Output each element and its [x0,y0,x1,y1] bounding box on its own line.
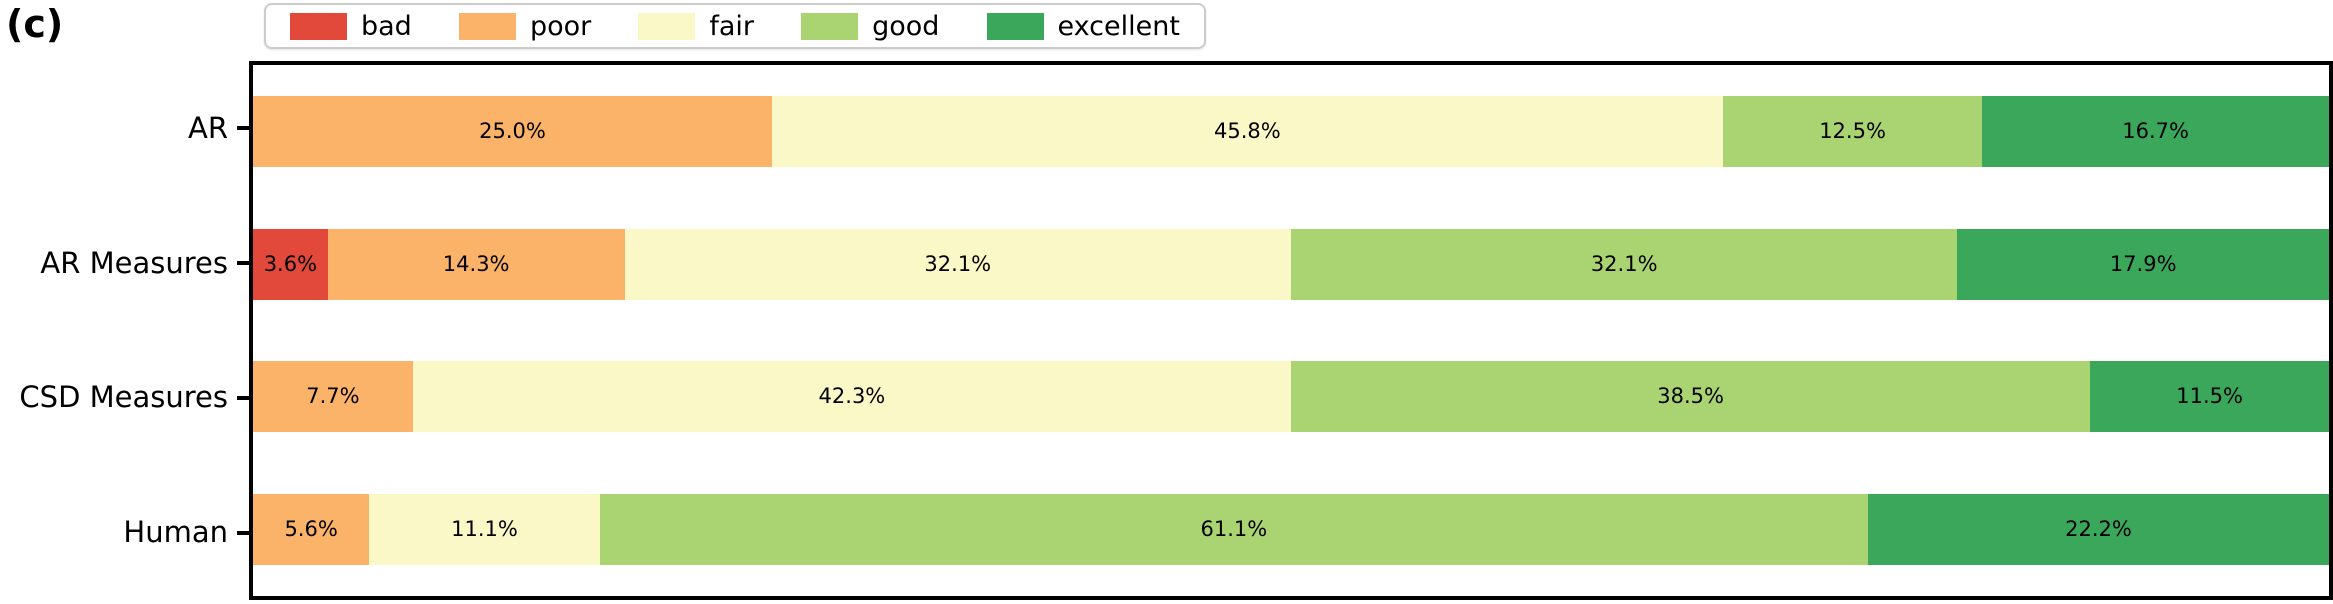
y-tick-mark [237,395,249,400]
y-tick-mark [237,530,249,535]
bar-segment-fair: 11.1% [369,494,600,566]
bar-row-ar: 25.0% 45.8% 12.5% 16.7% [253,95,2329,167]
bar-segment-bad: 3.6% [253,228,328,300]
bar-segment-poor: 7.7% [253,361,413,433]
bar-segment-fair: 45.8% [772,95,1723,167]
y-tick-row: AR [0,93,249,164]
legend-item-poor: poor [458,10,592,42]
segment-value-label: 22.2% [2065,517,2132,542]
y-tick-label: Human [123,515,228,550]
legend-swatch-bad [290,12,347,40]
segment-value-label: 25.0% [479,118,546,143]
segment-value-label: 32.1% [924,251,992,276]
bar-row-ar-measures: 3.6% 14.3% 32.1% 32.1% 17.9% [253,228,2329,300]
y-tick-row: AR Measures [0,228,249,299]
legend-item-bad: bad [290,10,412,42]
segment-value-label: 11.5% [2176,384,2243,409]
bar-segment-fair: 32.1% [624,228,1291,300]
segment-value-label: 38.5% [1657,384,1724,409]
segment-value-label: 12.5% [1819,118,1886,143]
legend-label-poor: poor [529,10,592,42]
legend-swatch-excellent [986,12,1044,40]
y-tick-label: AR Measures [40,245,228,280]
bar-segment-excellent: 17.9% [1957,228,2329,300]
segment-value-label: 17.9% [2109,251,2177,276]
legend: bad poor fair good excellent [264,3,1206,49]
legend-swatch-good [801,12,859,40]
bar-segment-good: 38.5% [1290,361,2091,433]
y-tick-row: CSD Measures [0,362,249,433]
legend-swatch-poor [458,12,516,40]
bar-segment-good: 12.5% [1722,95,1983,167]
panel-label: (c) [6,2,64,46]
legend-label-excellent: excellent [1057,10,1180,42]
bar-segment-good: 61.1% [599,494,1869,566]
segment-value-label: 14.3% [442,251,510,276]
segment-value-label: 7.7% [306,384,360,409]
legend-item-fair: fair [638,10,754,42]
bar-segment-good: 32.1% [1290,228,1958,300]
y-tick-mark [237,261,249,266]
segment-value-label: 11.1% [451,517,518,542]
legend-item-good: good [801,10,940,42]
bar-row-csd-measures: 7.7% 42.3% 38.5% 11.5% [253,361,2329,433]
segment-value-label: 61.1% [1200,517,1268,542]
bar-segment-poor: 14.3% [327,228,625,300]
bar-segment-excellent: 22.2% [1868,494,2329,566]
segment-value-label: 5.6% [284,517,338,542]
bar-segment-excellent: 11.5% [2090,361,2329,433]
plot-area: 25.0% 45.8% 12.5% 16.7% 3.6% 14.3% 32.1% 32.1% 1… [249,61,2333,600]
segment-value-label: 16.7% [2122,118,2189,143]
y-tick-label: CSD Measures [19,380,228,415]
legend-label-bad: bad [361,10,412,42]
segment-value-label: 3.6% [263,251,318,276]
bar-segment-poor: 25.0% [253,95,772,167]
bar-row-human: 5.6% 11.1% 61.1% 22.2% [253,494,2329,566]
bar-segment-poor: 5.6% [253,494,370,566]
legend-label-fair: fair [709,10,754,42]
legend-item-excellent: excellent [986,10,1180,42]
bar-segment-fair: 42.3% [412,361,1291,433]
y-axis: AR AR Measures CSD Measures Human [0,61,249,600]
y-tick-row: Human [0,497,249,568]
legend-label-good: good [872,10,940,42]
legend-swatch-fair [638,12,696,40]
y-tick-label: AR [188,110,228,145]
segment-value-label: 45.8% [1214,118,1281,143]
y-tick-mark [237,126,249,131]
segment-value-label: 32.1% [1590,251,1658,276]
bar-segment-excellent: 16.7% [1982,95,2329,167]
segment-value-label: 42.3% [818,384,886,409]
